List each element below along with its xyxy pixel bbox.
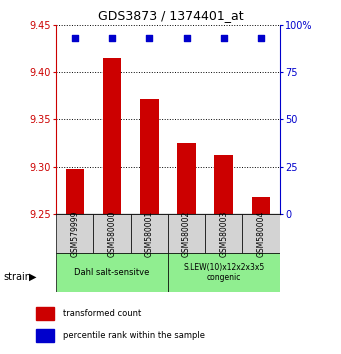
Bar [214, 154, 233, 214]
Text: GSM579999: GSM579999 [70, 210, 79, 257]
Point [184, 35, 189, 41]
Text: ▶: ▶ [29, 272, 36, 282]
Bar [36, 330, 54, 342]
Text: GDS3873 / 1374401_at: GDS3873 / 1374401_at [98, 9, 243, 22]
Bar [205, 214, 242, 253]
Bar [65, 169, 84, 214]
Text: GSM580001: GSM580001 [145, 211, 154, 257]
Text: S.LEW(10)x12x2x3x5
congenic: S.LEW(10)x12x2x3x5 congenic [183, 263, 264, 282]
Bar [252, 197, 270, 214]
Point [147, 35, 152, 41]
Bar [56, 214, 93, 253]
Point [221, 35, 226, 41]
Text: strain: strain [3, 272, 31, 282]
Text: Dahl salt-sensitve: Dahl salt-sensitve [74, 268, 150, 277]
Text: GSM580000: GSM580000 [108, 210, 117, 257]
Bar [140, 99, 159, 214]
Text: GSM580004: GSM580004 [256, 210, 266, 257]
Text: transformed count: transformed count [63, 309, 142, 318]
Bar [168, 253, 280, 292]
Bar [103, 58, 121, 214]
Point [109, 35, 115, 41]
Bar [56, 253, 168, 292]
Bar [93, 214, 131, 253]
Text: GSM580003: GSM580003 [219, 210, 228, 257]
Bar [36, 307, 54, 320]
Point [258, 35, 264, 41]
Bar [168, 214, 205, 253]
Text: percentile rank within the sample: percentile rank within the sample [63, 331, 205, 341]
Bar [242, 214, 280, 253]
Text: GSM580002: GSM580002 [182, 211, 191, 257]
Bar [131, 214, 168, 253]
Bar [177, 143, 196, 214]
Point [72, 35, 78, 41]
